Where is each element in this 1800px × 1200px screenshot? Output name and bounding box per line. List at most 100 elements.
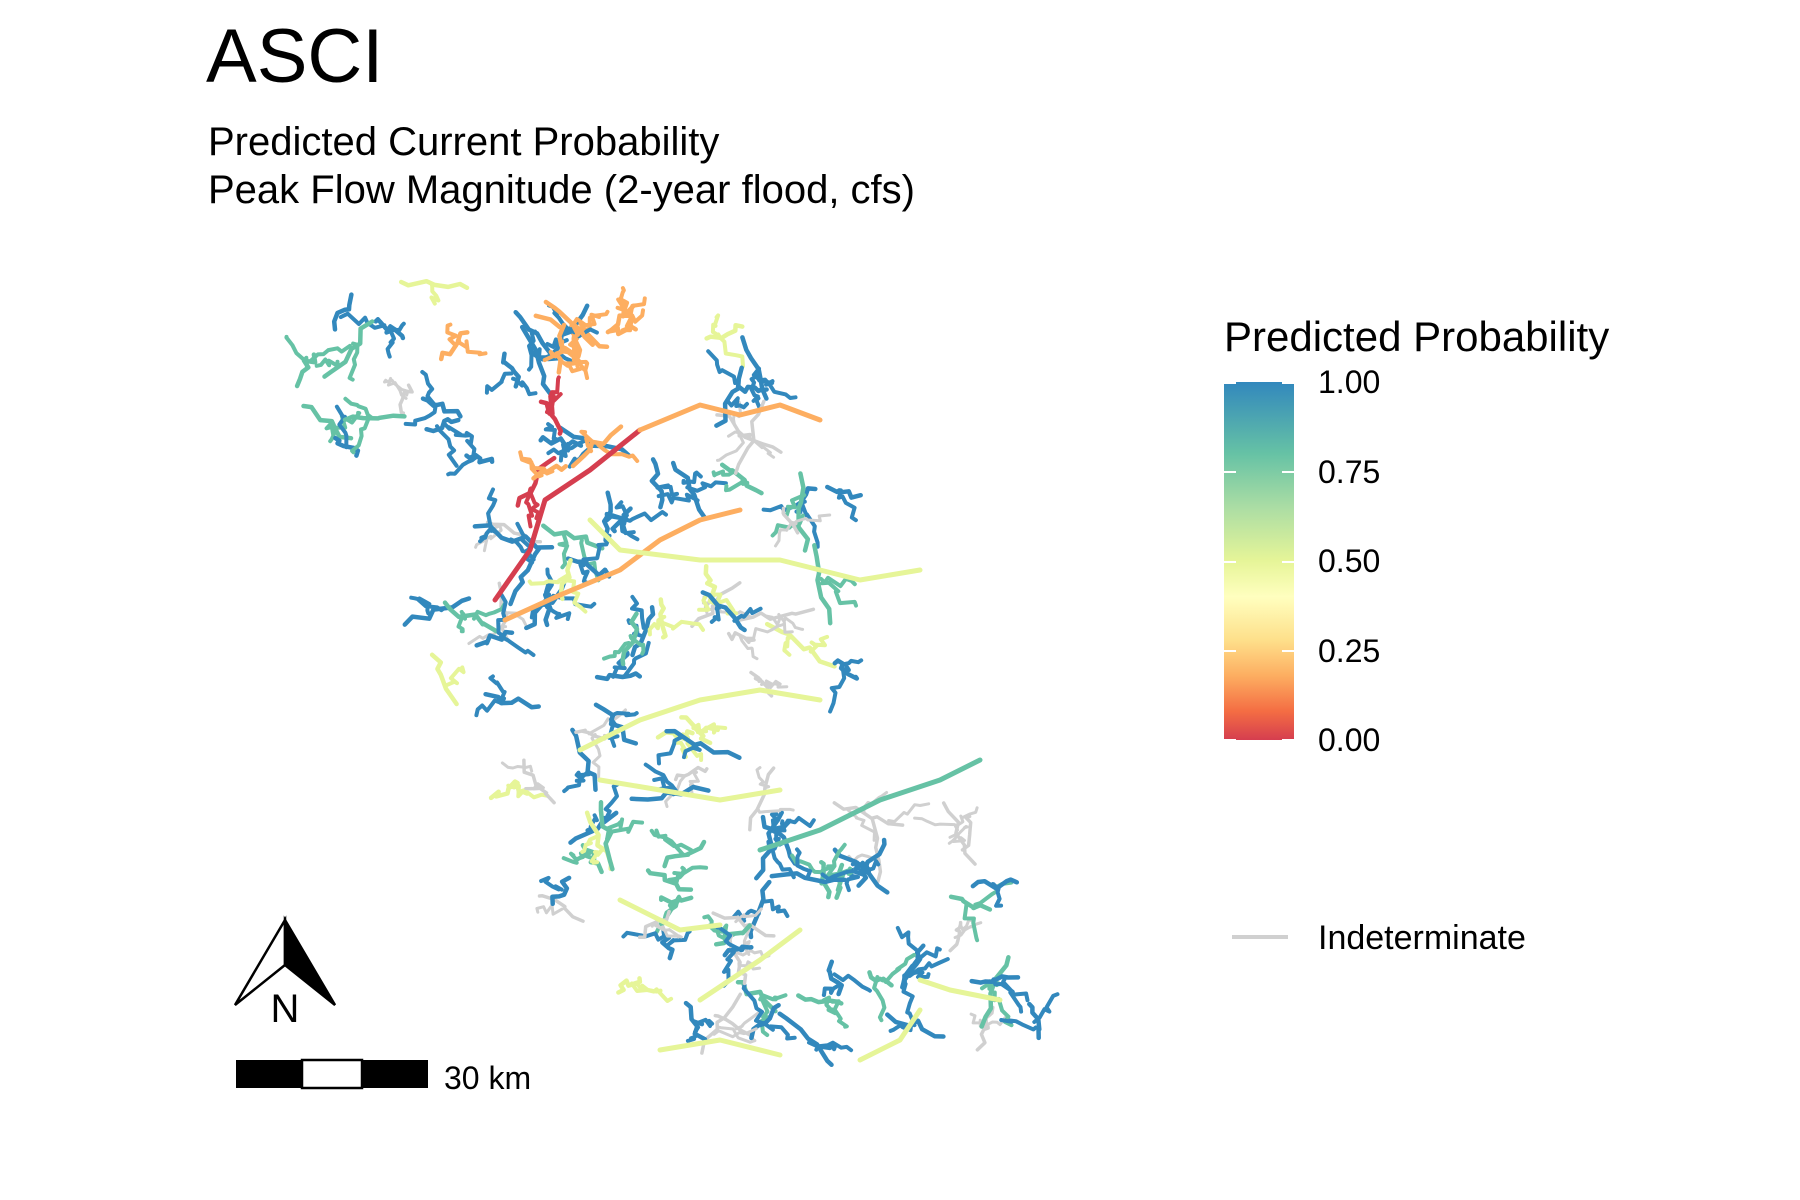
stream-segment <box>808 634 830 654</box>
stream-segment <box>662 839 707 869</box>
legend-tick-label: 0.50 <box>1318 543 1381 579</box>
stream-segment <box>913 816 959 832</box>
stream-segment <box>445 322 459 348</box>
stream-segment <box>301 403 354 441</box>
stream-segment <box>630 605 656 658</box>
stream-segment <box>429 282 441 306</box>
stream-segment <box>856 837 887 888</box>
stream-segment <box>589 847 605 865</box>
stream-segment <box>511 376 538 397</box>
stream-segment <box>593 702 639 746</box>
stream-segment <box>777 613 805 631</box>
stream-segment <box>713 1013 755 1042</box>
stream-segment <box>594 671 643 682</box>
stream-segment <box>710 313 721 337</box>
stream-segment <box>758 993 788 1002</box>
stream-segment <box>820 842 847 877</box>
stream-segment <box>784 493 807 518</box>
stream-segment <box>420 370 436 406</box>
stream-segment <box>500 351 521 389</box>
stream-segment <box>464 431 478 460</box>
stream-segment <box>647 614 667 637</box>
colorbar-tick <box>1224 650 1236 652</box>
stream-main-stem <box>857 1007 923 1063</box>
stream-segment <box>484 371 514 395</box>
stream-segment <box>773 816 816 831</box>
stream-segment <box>777 1011 834 1068</box>
stream-segment <box>821 984 839 997</box>
legend-tick-label: 0.75 <box>1318 454 1381 490</box>
stream-segment <box>714 365 744 428</box>
stream-segment <box>630 594 646 630</box>
stream-segment <box>735 383 769 394</box>
stream-segment <box>685 1025 701 1043</box>
stream-segment <box>682 741 703 760</box>
stream-segment <box>665 929 692 948</box>
stream-segment <box>842 658 864 672</box>
stream-segment <box>872 975 887 1023</box>
stream-segment <box>673 765 709 782</box>
stream-segment <box>499 634 536 657</box>
stream-segment <box>954 806 979 828</box>
stream-segment <box>474 629 515 648</box>
stream-segment <box>429 652 459 707</box>
stream-segment <box>649 457 665 510</box>
map-subtitle-line-2: Peak Flow Magnitude (2-year flood, cfs) <box>208 168 915 212</box>
stream-segment <box>706 349 738 385</box>
stream-segment <box>850 860 871 874</box>
stream-segment <box>537 894 585 923</box>
stream-segment <box>846 808 876 842</box>
stream-segment <box>832 801 905 827</box>
stream-segment <box>373 317 406 341</box>
stream-segment <box>947 836 966 845</box>
stream-segment <box>812 543 833 626</box>
stream-segment <box>605 817 625 841</box>
stream-segment <box>658 597 668 640</box>
stream-segment <box>445 665 466 687</box>
stream-segment <box>731 908 761 923</box>
stream-segment <box>596 443 640 463</box>
stream-segment <box>755 766 771 789</box>
stream-segment <box>969 1012 988 1028</box>
stream-segment <box>605 303 636 335</box>
colorbar-tick <box>1282 382 1294 384</box>
stream-segment <box>990 882 1004 908</box>
stream-segment <box>870 817 883 884</box>
stream-segment <box>828 666 847 714</box>
stream-segment <box>760 814 798 866</box>
stream-segment <box>543 422 559 444</box>
stream-segment <box>482 525 503 553</box>
stream-segment <box>807 1040 854 1053</box>
stream-segment <box>386 321 406 333</box>
stream-segment <box>979 955 1011 1029</box>
stream-segment <box>506 783 529 799</box>
legend-tick-label: 0.25 <box>1318 633 1381 669</box>
stream-segment <box>770 848 796 880</box>
stream-segment <box>483 691 541 710</box>
stream-segment <box>621 640 651 679</box>
legend-tick-label: 1.00 <box>1318 364 1381 400</box>
stream-segment <box>545 375 561 415</box>
stream-segment <box>424 417 461 434</box>
stream-segment <box>999 1018 1038 1032</box>
stream-segment <box>545 392 563 416</box>
stream-segment <box>472 600 508 621</box>
stream-segment <box>685 480 728 493</box>
stream-main-stem <box>577 687 823 753</box>
stream-segment <box>885 1012 946 1039</box>
stream-segment <box>737 960 762 971</box>
stream-segment <box>535 903 564 916</box>
stream-segment <box>709 605 722 624</box>
stream-segment <box>836 488 858 523</box>
stream-segment <box>333 435 361 458</box>
stream-segment <box>895 925 921 958</box>
stream-segment <box>545 605 572 621</box>
stream-segment <box>347 341 360 382</box>
stream-segment <box>660 619 705 632</box>
stream-segment <box>887 802 931 824</box>
map-subtitle-line-1: Predicted Current Probability <box>208 120 720 164</box>
colorbar-tick <box>1282 739 1294 741</box>
stream-segment <box>614 500 630 522</box>
stream-segment <box>478 526 497 544</box>
stream-segment <box>760 898 790 918</box>
